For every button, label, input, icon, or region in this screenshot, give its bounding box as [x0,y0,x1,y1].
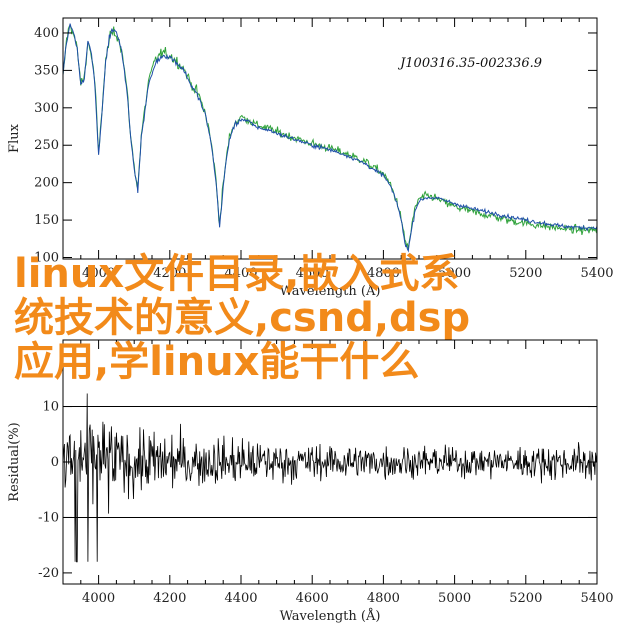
y-tick-label: 150 [34,213,59,228]
residual-series [63,393,597,563]
x-tick-label: 4400 [224,266,257,281]
flux-series-blue [63,23,597,253]
x-tick-label: 4400 [224,591,257,606]
x-tick-label: 4200 [153,591,186,606]
flux-panel: 4000 4200 4400 4600 4800 5000 5200 5400 100 150 20… [7,17,614,299]
residual-axis-ticks: 4000 4200 4400 4600 4800 5000 5200 5400 -20 -10 0 1… [38,340,614,606]
y-tick-label: 400 [34,26,59,41]
x-tick-label: 4000 [82,266,115,281]
x-tick-label: 5000 [438,591,471,606]
y-tick-label: -20 [38,566,59,581]
y-tick-label: 350 [34,63,59,78]
y-tick-label: 100 [34,251,59,266]
x-tick-label: 4000 [82,591,115,606]
x-tick-label: 4800 [367,266,400,281]
y-tick-label: -10 [38,510,59,525]
x-tick-label: 5000 [438,266,471,281]
x-tick-label: 5200 [509,266,542,281]
x-tick-label: 4600 [296,266,329,281]
object-id-annotation: J100316.35-002336.9 [397,56,542,71]
flux-axis-ticks: 4000 4200 4400 4600 4800 5000 5200 5400 100 150 20… [34,18,614,281]
x-tick-label: 4800 [367,591,400,606]
flux-plot-frame [62,17,598,260]
residual-x-axis-label: Wavelength (Å) [280,608,381,624]
x-tick-label: 4600 [296,591,329,606]
x-tick-label: 4200 [153,266,186,281]
y-tick-label: 200 [34,176,59,191]
y-tick-label: 0 [51,455,59,470]
x-tick-label: 5400 [580,266,613,281]
residual-panel: 4000 4200 4400 4600 4800 5000 5200 5400 -20 -10 0 1… [7,339,614,624]
y-tick-label: 250 [34,138,59,153]
x-tick-label: 5400 [580,591,613,606]
residual-y-axis-label: Residual(%) [7,422,22,501]
flux-y-axis-label: Flux [7,123,22,153]
overlay-caption: linux文件目录,嵌入式系统技术的意义,csnd,dsp应用,学linux能干… [14,251,471,385]
flux-x-axis-label: Wavelength (Å) [280,283,381,299]
y-tick-label: 10 [42,400,59,415]
y-tick-label: 300 [34,101,59,116]
x-tick-label: 5200 [509,591,542,606]
